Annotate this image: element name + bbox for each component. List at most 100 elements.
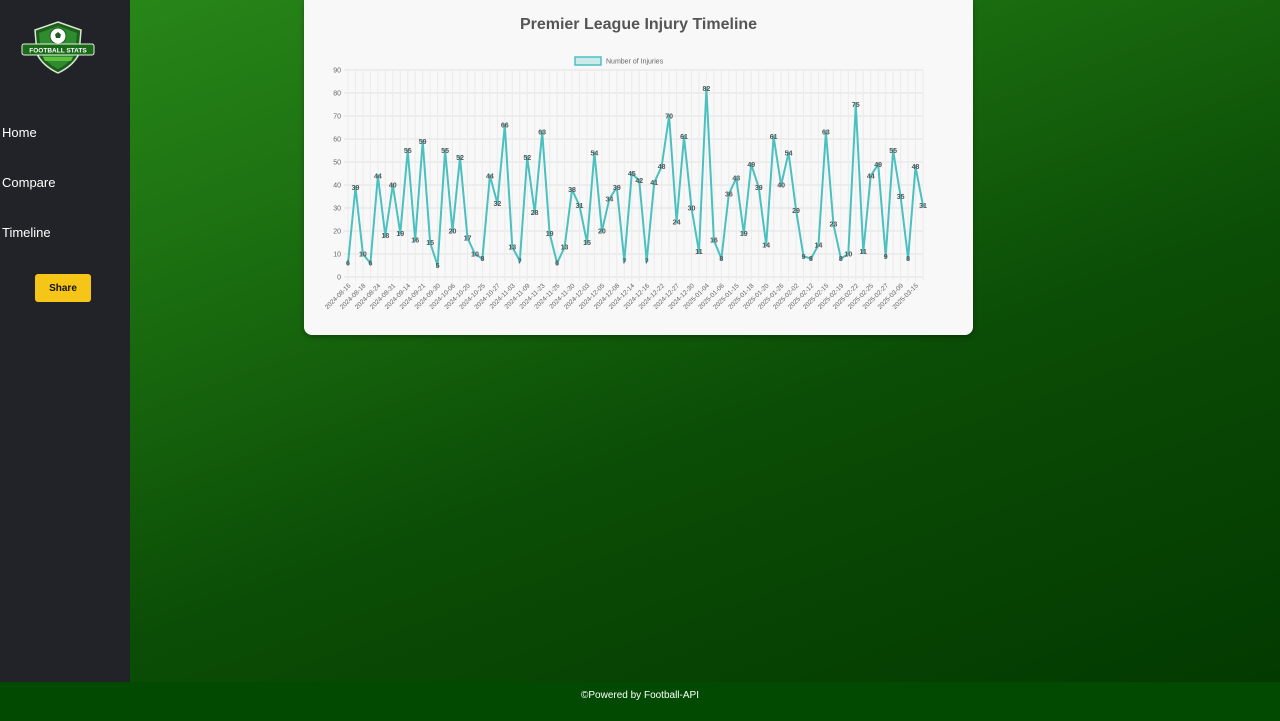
data-point	[592, 151, 597, 155]
data-point	[533, 211, 537, 215]
y-tick-label: 60	[333, 137, 341, 144]
data-point	[600, 229, 604, 233]
data-label: 13	[561, 245, 569, 252]
data-label: 16	[710, 238, 718, 245]
data-point	[861, 250, 865, 254]
share-button[interactable]: Share	[35, 274, 91, 302]
data-point	[480, 257, 485, 261]
data-point	[667, 114, 671, 118]
data-label: 29	[792, 208, 800, 215]
data-point	[921, 204, 925, 208]
data-label: 15	[583, 240, 591, 247]
data-label: 23	[829, 222, 837, 229]
data-point	[727, 192, 731, 196]
data-label: 10	[359, 252, 367, 259]
data-point	[495, 201, 499, 205]
data-point	[503, 123, 507, 127]
nav-timeline-link[interactable]: Timeline	[2, 225, 51, 240]
data-label: 39	[613, 185, 621, 192]
data-label: 39	[352, 185, 360, 192]
data-label: 32	[493, 201, 501, 208]
data-point	[428, 240, 432, 245]
data-label: 7	[645, 258, 649, 265]
data-label: 44	[374, 173, 382, 180]
y-tick-label: 50	[333, 160, 341, 167]
legend-label: Number of Injuries	[606, 59, 664, 66]
data-point	[361, 252, 365, 256]
data-label: 41	[650, 180, 658, 187]
data-label: 19	[396, 231, 404, 238]
nav-home-link[interactable]: Home	[2, 125, 37, 140]
data-label: 61	[770, 134, 778, 141]
data-label: 30	[688, 206, 696, 213]
data-point	[637, 178, 641, 182]
data-label: 35	[897, 194, 905, 201]
data-point	[854, 102, 858, 107]
footer: ©Powered by Football-API	[0, 682, 1280, 721]
data-label: 15	[426, 240, 434, 247]
data-label: 13	[508, 245, 516, 252]
data-point	[869, 174, 873, 178]
data-label: 52	[456, 155, 464, 162]
nav-compare-link[interactable]: Compare	[2, 175, 56, 190]
data-label: 8	[480, 256, 484, 263]
data-label: 8	[839, 256, 843, 263]
data-point	[906, 257, 910, 261]
data-point	[630, 171, 634, 176]
data-point	[831, 222, 835, 226]
data-point	[518, 259, 522, 263]
data-point	[876, 162, 880, 166]
data-label: 34	[605, 196, 613, 203]
data-point	[697, 250, 701, 254]
svg-text:FOOTBALL STATS: FOOTBALL STATS	[29, 48, 87, 55]
data-label: 48	[912, 164, 920, 171]
data-label: 66	[501, 123, 509, 130]
y-tick-label: 70	[333, 114, 341, 121]
footer-credit: ©Powered by Football-API	[581, 690, 699, 701]
data-label: 7	[518, 258, 522, 265]
football-stats-logo[interactable]: FOOTBALL STATS	[21, 20, 95, 76]
data-point	[816, 243, 821, 247]
data-point	[801, 254, 806, 258]
injury-line-chart[interactable]: Number of Injuries 0 10 20 30 40 50 60 70 80 90 20…	[304, 0, 973, 335]
data-label: 17	[464, 235, 472, 242]
data-point	[749, 162, 753, 166]
data-point	[704, 86, 709, 90]
data-label: 8	[809, 256, 813, 263]
data-label: 18	[381, 233, 389, 240]
data-label: 45	[628, 171, 636, 178]
data-label: 20	[449, 229, 457, 236]
data-point	[794, 208, 798, 212]
data-point	[540, 130, 544, 134]
data-label: 55	[441, 148, 449, 155]
data-point	[450, 229, 455, 233]
data-label: 52	[523, 155, 531, 162]
data-point	[689, 206, 694, 210]
data-point	[913, 165, 918, 169]
data-point	[757, 185, 761, 189]
data-point	[615, 185, 619, 189]
data-label: 44	[867, 173, 875, 180]
data-point	[398, 231, 402, 235]
data-point	[488, 174, 492, 178]
data-point	[839, 257, 843, 261]
data-point	[719, 257, 723, 261]
data-label: 10	[471, 252, 479, 259]
chart-data-labels: 6391064418401955165915555205217108443266…	[346, 86, 927, 270]
data-point	[712, 238, 716, 242]
data-label: 14	[815, 242, 823, 249]
data-label: 42	[635, 178, 643, 185]
data-label: 16	[411, 238, 419, 245]
data-label: 7	[622, 258, 626, 265]
data-point	[525, 155, 529, 159]
data-point	[786, 151, 791, 155]
chart-legend[interactable]: Number of Injuries	[574, 56, 664, 66]
data-point	[884, 254, 888, 258]
y-tick-label: 0	[337, 275, 341, 282]
y-tick-label: 80	[333, 91, 341, 98]
y-tick-label: 20	[333, 229, 341, 236]
data-point	[645, 259, 649, 263]
data-label: 55	[889, 148, 897, 155]
data-label: 49	[874, 162, 882, 169]
data-label: 39	[755, 185, 763, 192]
